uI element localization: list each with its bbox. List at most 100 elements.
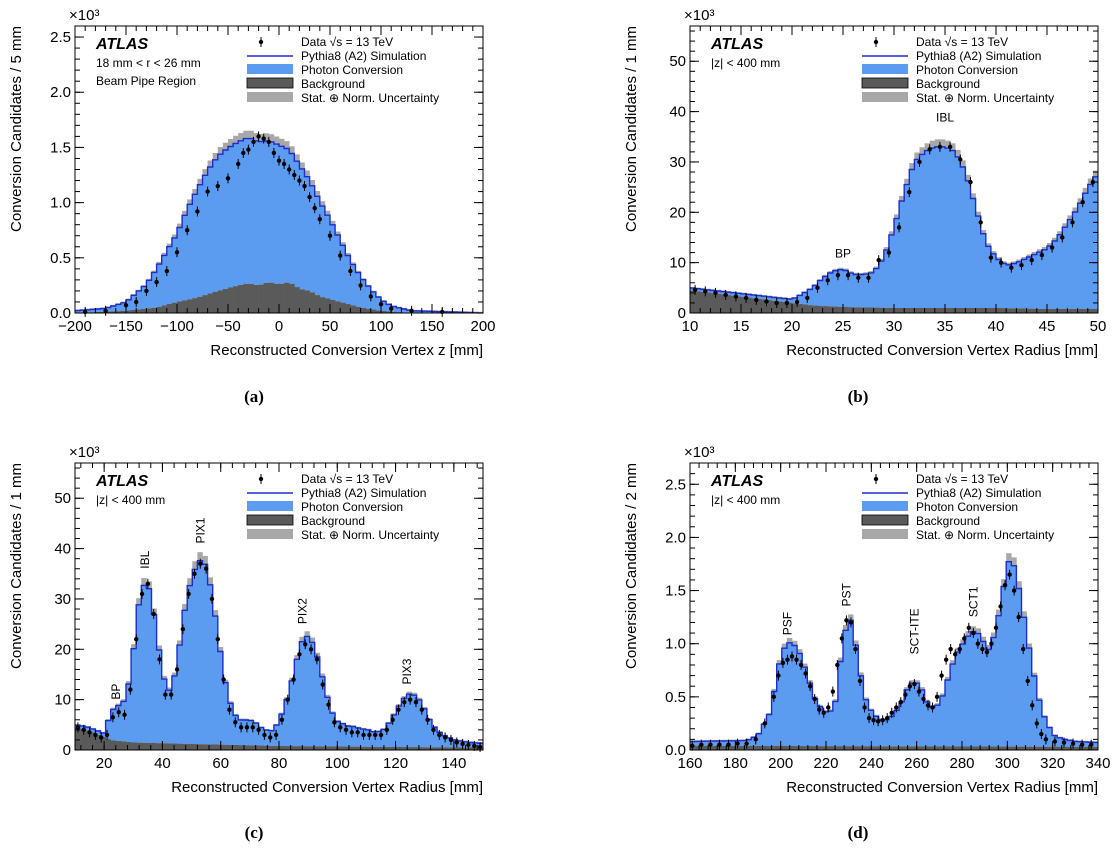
x-tick-label: 200 bbox=[768, 755, 793, 772]
signal-bin bbox=[406, 694, 412, 748]
data-point bbox=[988, 255, 994, 260]
background-bin bbox=[832, 306, 839, 313]
x-tick-label: 100 bbox=[325, 755, 350, 772]
signal-bin bbox=[340, 245, 346, 303]
signal-bin bbox=[105, 307, 111, 312]
signal-bin bbox=[151, 272, 157, 308]
signal-bin bbox=[894, 710, 900, 747]
data-point bbox=[789, 654, 795, 659]
background-bin bbox=[161, 305, 168, 313]
data-point bbox=[262, 732, 267, 738]
signal-bin bbox=[1021, 259, 1027, 309]
peak-label: BP bbox=[835, 247, 851, 261]
x-tick-label: 300 bbox=[995, 755, 1020, 772]
y-tick-label: 20 bbox=[669, 204, 686, 221]
legend-signal-label: Photon Conversion bbox=[301, 63, 403, 77]
signal-bin bbox=[396, 706, 402, 747]
signal-bin bbox=[1057, 234, 1063, 309]
signal-bin bbox=[202, 564, 208, 745]
data-point bbox=[348, 268, 353, 274]
data-point bbox=[917, 159, 922, 165]
background-bin bbox=[386, 311, 392, 313]
x-tick-label: −100 bbox=[160, 318, 194, 335]
background-bin bbox=[192, 298, 198, 313]
y-tick-label: 0.5 bbox=[50, 250, 71, 267]
data-point bbox=[338, 725, 343, 730]
signal-bin bbox=[899, 200, 905, 308]
background-bin bbox=[858, 307, 864, 313]
signal-bin bbox=[80, 310, 86, 313]
signal-bin bbox=[126, 299, 132, 311]
background-bin bbox=[786, 302, 793, 313]
background-bin bbox=[177, 301, 183, 313]
background-bin bbox=[822, 306, 828, 313]
background-bin bbox=[289, 283, 295, 313]
x-tick-label: 80 bbox=[271, 755, 288, 772]
signal-bin bbox=[284, 699, 290, 747]
annotation-text: Beam Pipe Region bbox=[96, 74, 196, 88]
data-point bbox=[803, 671, 808, 676]
data-point bbox=[989, 641, 994, 646]
signal-bin bbox=[187, 585, 193, 744]
data-point bbox=[327, 233, 333, 238]
data-point bbox=[221, 677, 226, 682]
signal-bin bbox=[171, 675, 178, 744]
background-bin bbox=[258, 745, 264, 750]
signal-bin bbox=[960, 166, 966, 308]
signal-bin bbox=[340, 723, 346, 747]
signal-bin bbox=[345, 725, 351, 747]
signal-bin bbox=[730, 740, 737, 746]
background-bin bbox=[467, 747, 474, 750]
background-bin bbox=[457, 747, 463, 750]
background-bin bbox=[146, 742, 152, 750]
data-point bbox=[320, 682, 325, 687]
data-point bbox=[261, 136, 266, 141]
background-bin bbox=[1072, 308, 1078, 313]
background-bin bbox=[243, 745, 249, 750]
background-bin bbox=[1062, 308, 1068, 313]
signal-bin bbox=[700, 289, 706, 292]
background-bin bbox=[279, 745, 285, 750]
data-point bbox=[1034, 721, 1040, 726]
signal-bin bbox=[1062, 227, 1068, 309]
signal-bin bbox=[929, 707, 936, 747]
x-axis-label: Reconstructed Conversion Vertex Radius [… bbox=[786, 342, 1098, 359]
x-tick-label: 220 bbox=[813, 755, 838, 772]
signal-bin bbox=[146, 588, 152, 743]
data-point bbox=[862, 705, 867, 710]
background-bin bbox=[253, 745, 259, 750]
background-bin bbox=[817, 305, 823, 313]
data-point bbox=[256, 134, 261, 139]
signal-bin bbox=[330, 713, 336, 747]
data-point bbox=[896, 225, 902, 230]
background-bin bbox=[171, 743, 178, 750]
signal-bin bbox=[197, 184, 203, 297]
legend-data-marker bbox=[873, 476, 879, 482]
legend-data-label: Data √s = 13 TeV bbox=[301, 35, 393, 49]
background-bin bbox=[710, 745, 716, 750]
background-bin bbox=[375, 310, 382, 313]
background-bin bbox=[411, 747, 417, 750]
panel-caption: (c) bbox=[245, 823, 264, 842]
signal-bin bbox=[1052, 240, 1058, 309]
signal-bin bbox=[1011, 565, 1017, 747]
signal-bin bbox=[243, 720, 249, 746]
legend-signal-swatch bbox=[862, 501, 908, 511]
signal-bin bbox=[370, 731, 377, 747]
background-bin bbox=[960, 307, 966, 313]
x-tick-label: −150 bbox=[109, 318, 143, 335]
panel-caption: (a) bbox=[244, 387, 264, 406]
background-bin bbox=[1021, 746, 1027, 750]
data-point bbox=[273, 732, 279, 738]
data-point bbox=[726, 742, 731, 747]
signal-bin bbox=[100, 308, 106, 312]
y-multiplier: ×10³ bbox=[69, 7, 99, 24]
atlas-label: ATLAS bbox=[95, 36, 148, 53]
signal-bin bbox=[934, 705, 941, 747]
y-tick-label: 2.5 bbox=[665, 476, 686, 493]
data-point bbox=[966, 625, 971, 630]
data-point bbox=[279, 717, 285, 722]
data-point bbox=[297, 178, 302, 183]
background-bin bbox=[960, 746, 966, 750]
signal-bin bbox=[166, 246, 173, 305]
